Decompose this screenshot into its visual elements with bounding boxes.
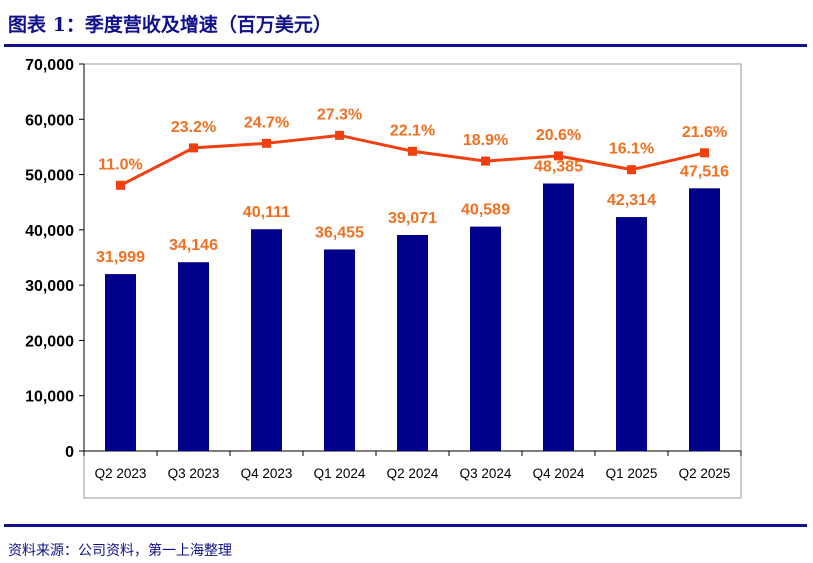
growth-marker [481,156,490,166]
growth-label: 21.6% [682,124,727,141]
revenue-bar [178,262,209,451]
growth-marker [554,151,563,161]
source-note: 资料来源：公司资料，第一上海整理 [8,543,232,559]
x-tick-label: Q2 2024 [387,466,439,481]
growth-marker [700,148,709,158]
revenue-growth-chart: 0 10,000 20,000 30,000 40,000 50,000 60,000 70,… [25,57,742,499]
growth-label: 16.1% [609,141,654,158]
revenue-bar-label: 34,146 [169,237,218,254]
growth-marker [408,146,417,156]
growth-label: 11.0% [98,156,142,173]
revenue-bar-label: 42,314 [607,192,656,209]
growth-marker [262,138,271,148]
revenue-bar [470,226,501,451]
y-tick-label: 70,000 [25,57,74,74]
revenue-bar-label: 31,999 [96,249,145,266]
growth-label: 22.1% [390,122,435,139]
growth-label: 23.2% [171,119,216,136]
growth-label: 27.3% [317,106,362,123]
x-tick-label: Q4 2023 [241,466,293,481]
y-tick-label: 20,000 [25,333,74,350]
x-tick-label: Q3 2024 [460,466,512,481]
revenue-bar-label: 40,111 [243,204,290,221]
y-tick-label: 10,000 [25,389,74,406]
y-tick-label: 50,000 [25,168,74,185]
growth-label: 20.6% [536,127,581,144]
x-tick-label: Q2 2025 [679,466,731,481]
growth-label: 24.7% [244,114,289,131]
revenue-bar-label: 39,071 [388,210,437,227]
growth-marker [116,180,125,190]
revenue-bar [397,234,428,451]
x-tick-label: Q4 2024 [533,466,585,481]
revenue-bar [616,217,647,451]
revenue-bar [105,274,136,451]
revenue-bar [251,229,282,451]
x-tick-label: Q1 2024 [314,466,366,481]
revenue-bar-label: 48,385 [534,159,583,176]
revenue-bar-label: 40,589 [461,202,510,219]
y-tick-label: 30,000 [25,278,74,295]
revenue-bar-label: 36,455 [315,224,364,241]
y-tick-label: 0 [65,444,74,461]
y-tick-label: 40,000 [25,223,74,240]
figure-title: 图表 1：季度营收及增速（百万美元） [8,14,332,36]
growth-label: 18.9% [463,132,508,149]
revenue-bar-label: 47,516 [680,163,729,180]
revenue-bar [324,249,355,451]
revenue-bar [543,183,574,452]
bottom-rule [4,524,807,527]
top-rule [4,44,807,47]
x-tick-label: Q1 2025 [606,466,658,481]
x-tick-label: Q2 2023 [95,466,147,481]
growth-marker [627,165,636,175]
growth-marker [335,130,344,140]
x-tick-label: Q3 2023 [168,466,220,481]
revenue-bar [689,188,720,452]
y-tick-label: 60,000 [25,112,74,129]
growth-marker [189,143,198,153]
